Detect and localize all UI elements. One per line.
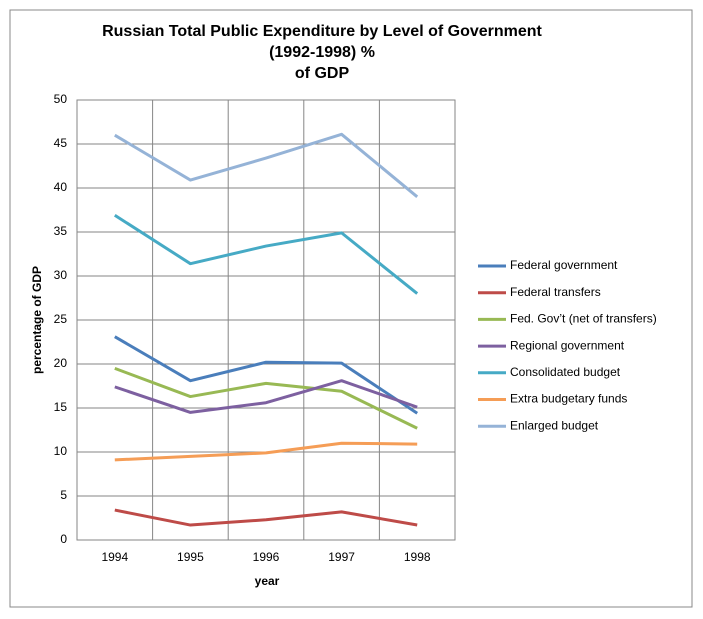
line-series — [114, 335, 419, 415]
chart-title: (1992-1998) % — [269, 44, 375, 61]
y-tick-label: 0 — [60, 532, 67, 546]
line-series — [114, 132, 419, 198]
line-series — [114, 379, 418, 414]
legend-label: Federal transfers — [510, 285, 601, 299]
y-tick-label: 20 — [54, 356, 68, 370]
y-tick-label: 10 — [54, 444, 68, 458]
legend-label: Federal government — [510, 258, 618, 272]
y-tick-label: 50 — [54, 92, 68, 106]
x-tick-label: 1997 — [328, 550, 355, 564]
x-tick-label: 1994 — [101, 550, 128, 564]
line-series — [114, 366, 418, 430]
legend-label: Consolidated budget — [510, 365, 621, 379]
y-tick-label: 5 — [60, 488, 67, 502]
y-tick-label: 45 — [54, 136, 68, 150]
y-axis-title: percentage of GDP — [30, 266, 44, 374]
x-tick-label: 1996 — [253, 550, 280, 564]
chart-title: Russian Total Public Expenditure by Leve… — [102, 23, 542, 40]
legend-label: Regional government — [510, 338, 625, 352]
x-tick-label: 1995 — [177, 550, 204, 564]
y-tick-label: 25 — [54, 312, 68, 326]
legend-label: Fed. Gov’t (net of transfers) — [510, 312, 657, 326]
y-tick-label: 30 — [54, 268, 68, 282]
legend-label: Enlarged budget — [510, 418, 599, 432]
legend-label: Extra budgetary funds — [510, 392, 627, 406]
x-tick-label: 1998 — [404, 550, 431, 564]
x-axis-title: year — [255, 574, 280, 588]
line-series — [114, 508, 418, 527]
y-tick-label: 15 — [54, 400, 68, 414]
line-series — [113, 214, 419, 295]
y-tick-label: 40 — [54, 180, 68, 194]
line-series — [114, 441, 418, 462]
chart-title: of GDP — [295, 65, 350, 82]
y-tick-label: 35 — [54, 224, 68, 238]
